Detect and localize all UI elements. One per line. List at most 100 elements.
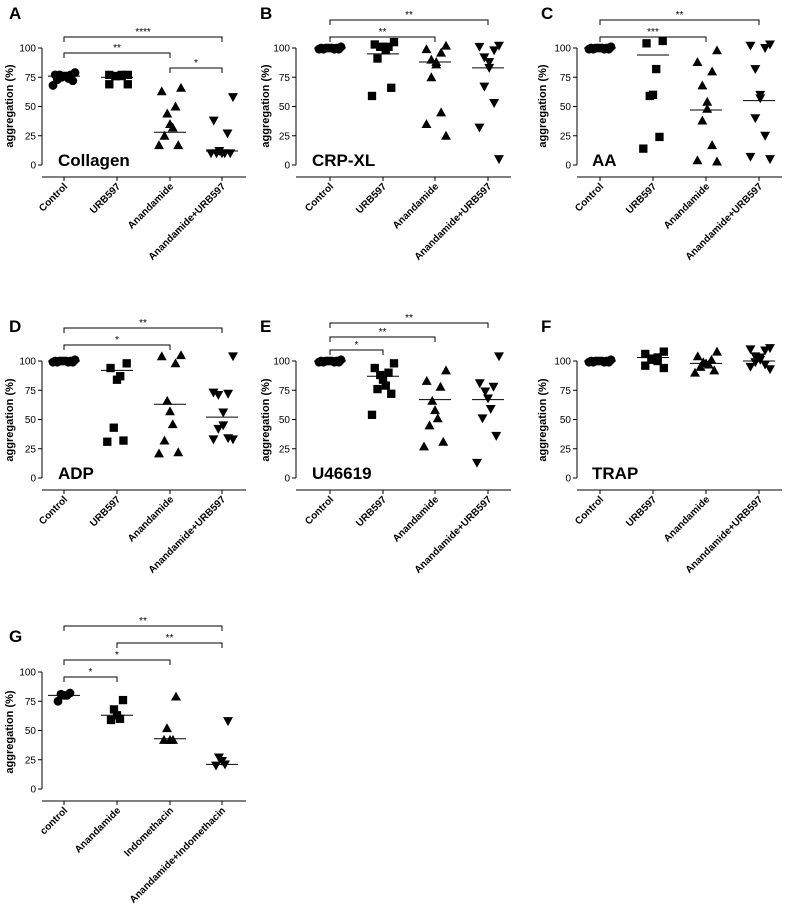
y-tick-label: 0 — [565, 474, 571, 485]
data-point — [159, 435, 170, 445]
data-point — [387, 389, 396, 398]
significance-label: ** — [405, 313, 413, 324]
data-point — [750, 358, 761, 368]
data-point — [430, 405, 440, 415]
y-tick-label: 25 — [279, 131, 291, 142]
data-point — [370, 363, 379, 373]
data-point — [421, 119, 432, 129]
data-point — [419, 441, 429, 451]
data-point — [206, 149, 216, 159]
data-point — [702, 96, 713, 106]
data-point — [211, 761, 221, 771]
data-point — [760, 360, 771, 370]
data-point — [480, 387, 491, 397]
data-point — [707, 140, 718, 150]
data-point — [474, 42, 485, 52]
data-point — [479, 82, 490, 92]
significance-label: * — [89, 667, 93, 678]
data-point — [604, 44, 614, 54]
data-point — [755, 355, 766, 365]
data-point — [659, 363, 668, 373]
y-tick-label: 25 — [25, 755, 37, 766]
significance-label: ** — [405, 10, 413, 21]
significance-label: ** — [676, 10, 684, 21]
data-point — [421, 375, 432, 385]
data-point — [690, 367, 700, 377]
y-axis-label: aggregation (%) — [260, 64, 272, 147]
data-point — [441, 130, 451, 140]
data-point — [173, 140, 184, 150]
significance-label: ** — [379, 27, 387, 38]
data-point — [370, 40, 379, 49]
significance-label: ** — [139, 318, 147, 329]
data-point — [53, 696, 63, 706]
y-tick-label: 50 — [279, 102, 291, 113]
y-tick-label: 100 — [19, 357, 36, 368]
data-point — [488, 382, 499, 392]
data-point — [765, 365, 775, 375]
data-point — [170, 358, 181, 368]
significance-bracket — [63, 327, 223, 333]
y-tick-label: 0 — [284, 161, 290, 172]
data-point — [173, 447, 184, 457]
data-point — [387, 83, 396, 92]
inner-label: ADP — [58, 464, 94, 483]
significance-bracket — [329, 322, 489, 328]
data-point — [750, 65, 761, 75]
panel-letter: A — [9, 4, 21, 23]
data-point — [584, 357, 594, 367]
data-point — [334, 357, 344, 367]
inner-label: AA — [592, 151, 617, 170]
significance-bracket — [329, 36, 436, 42]
data-point — [494, 155, 504, 165]
data-point — [68, 76, 78, 86]
data-point — [162, 395, 173, 405]
y-tick-label: 50 — [560, 102, 572, 113]
data-point — [105, 70, 114, 80]
data-point — [647, 355, 656, 364]
data-point — [115, 714, 125, 723]
data-point — [176, 350, 186, 360]
data-point — [659, 347, 668, 356]
data-point — [167, 419, 178, 429]
data-point — [765, 40, 775, 50]
data-point — [112, 375, 122, 384]
y-tick-label: 100 — [273, 44, 290, 55]
data-point — [208, 435, 219, 445]
data-point — [697, 115, 708, 125]
y-tick-label: 75 — [279, 386, 291, 397]
data-point — [695, 361, 706, 371]
data-point — [367, 91, 377, 101]
y-tick-label: 75 — [25, 73, 37, 84]
data-point — [167, 122, 178, 132]
panel-letter: D — [9, 317, 21, 336]
data-point — [653, 356, 662, 366]
y-axis-label: aggregation (%) — [537, 378, 549, 461]
data-point — [384, 368, 393, 377]
data-point — [745, 41, 756, 51]
data-point — [489, 46, 500, 56]
data-point — [48, 357, 58, 367]
data-point — [109, 705, 119, 714]
data-point — [170, 101, 181, 111]
data-point — [218, 421, 229, 431]
data-point — [692, 57, 703, 67]
data-point — [154, 448, 164, 458]
y-tick-label: 0 — [30, 161, 36, 172]
data-point — [225, 149, 236, 159]
data-point — [381, 381, 390, 390]
significance-bracket — [599, 36, 707, 42]
y-tick-label: 75 — [25, 386, 37, 397]
data-point — [122, 359, 131, 368]
significance-label: **** — [135, 27, 151, 38]
panel-letter: G — [9, 627, 22, 646]
data-point — [472, 458, 482, 468]
data-point — [228, 435, 238, 445]
data-point — [658, 36, 667, 46]
data-point — [156, 86, 167, 96]
data-point — [477, 414, 488, 424]
data-point — [314, 44, 324, 54]
inner-label: U46619 — [312, 464, 372, 483]
significance-bracket — [63, 659, 171, 665]
